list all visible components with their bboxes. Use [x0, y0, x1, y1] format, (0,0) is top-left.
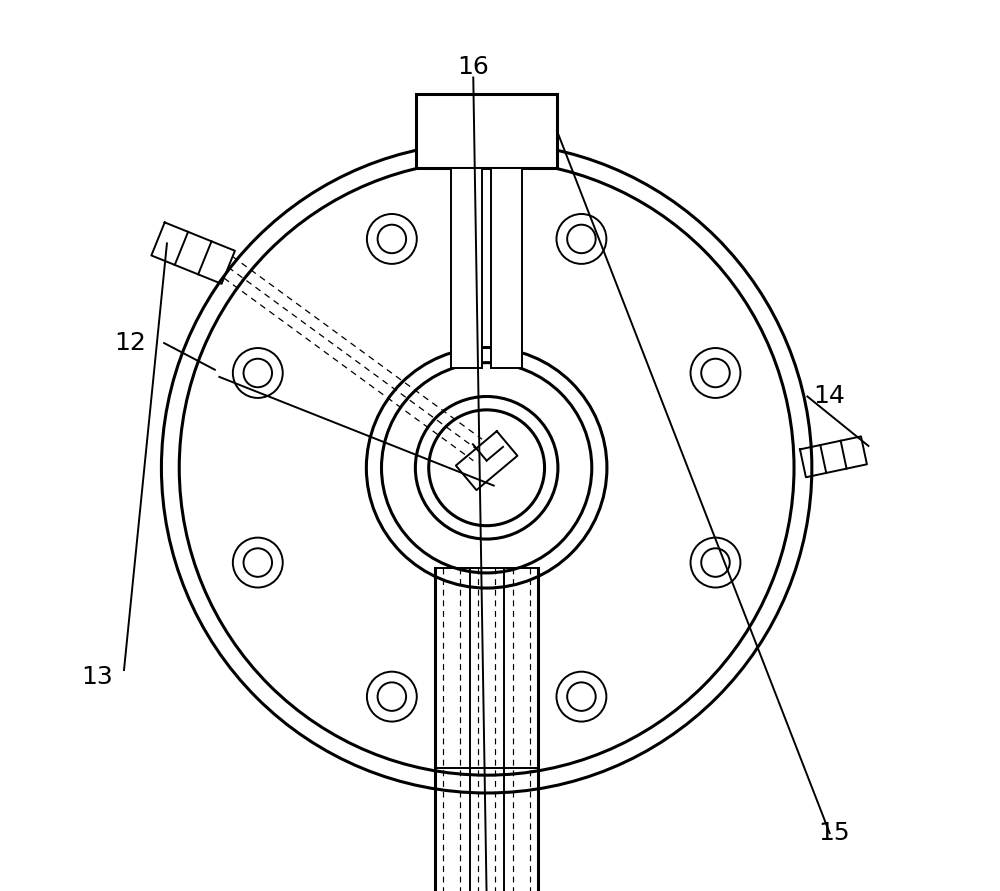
Text: 14: 14: [814, 385, 846, 408]
Bar: [451, 168, 482, 368]
Text: 15: 15: [818, 822, 850, 845]
Text: 13: 13: [81, 666, 113, 689]
Text: 12: 12: [114, 331, 146, 355]
Text: 16: 16: [457, 55, 489, 78]
Bar: [491, 168, 522, 368]
Bar: [416, 94, 557, 168]
